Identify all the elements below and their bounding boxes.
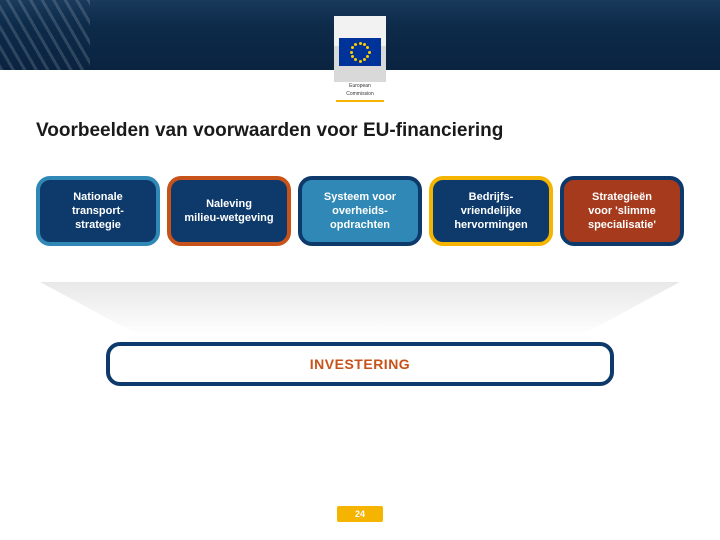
page-number: 24: [337, 506, 383, 522]
condition-box-0: Nationaletransport-strategie: [36, 176, 160, 246]
header-hatch-decoration: [0, 0, 90, 70]
ec-label-line1: European: [334, 84, 386, 90]
condition-label: Nalevingmilieu-wetgeving: [184, 197, 273, 226]
header-band: European Commission: [0, 0, 720, 70]
condition-box-3: Bedrijfs-vriendelijkehervormingen: [429, 176, 553, 246]
funnel-decoration: [40, 282, 680, 336]
condition-label: Bedrijfs-vriendelijkehervormingen: [454, 190, 527, 233]
condition-box-1: Nalevingmilieu-wetgeving: [167, 176, 291, 246]
conditions-row: Nationaletransport-strategie Nalevingmili…: [0, 142, 720, 246]
condition-label: Nationaletransport-strategie: [72, 190, 124, 233]
condition-box-4: Strategieënvoor 'slimmespecialisatie': [560, 176, 684, 246]
ec-logo: European Commission: [334, 16, 386, 102]
condition-label: Systeem vooroverheids-opdrachten: [324, 190, 396, 233]
ec-accent-underline: [336, 100, 384, 102]
condition-box-2: Systeem vooroverheids-opdrachten: [298, 176, 422, 246]
investering-label: INVESTERING: [310, 356, 410, 372]
ec-label-line2: Commission: [334, 92, 386, 98]
investering-box: INVESTERING: [106, 342, 614, 386]
condition-label: Strategieënvoor 'slimmespecialisatie': [588, 190, 656, 233]
eu-flag-icon: [339, 38, 381, 66]
